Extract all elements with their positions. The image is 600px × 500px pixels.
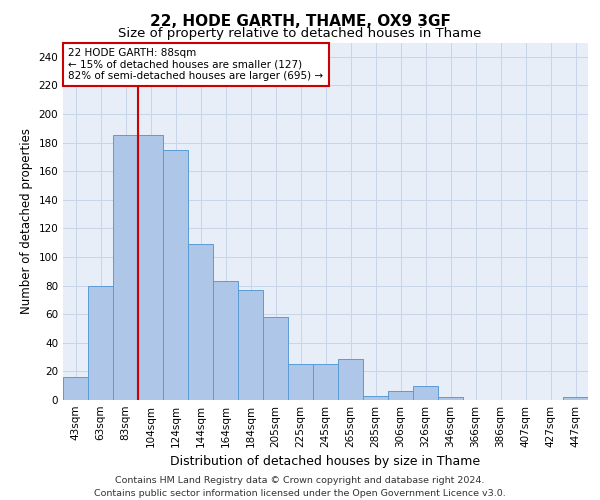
- Bar: [413, 386, 438, 400]
- Bar: [313, 364, 338, 400]
- Bar: [113, 136, 138, 400]
- Bar: [263, 317, 288, 400]
- Text: 22, HODE GARTH, THAME, OX9 3GF: 22, HODE GARTH, THAME, OX9 3GF: [149, 14, 451, 29]
- Text: 22 HODE GARTH: 88sqm
← 15% of detached houses are smaller (127)
82% of semi-deta: 22 HODE GARTH: 88sqm ← 15% of detached h…: [68, 48, 323, 81]
- Bar: [438, 397, 463, 400]
- Text: Contains HM Land Registry data © Crown copyright and database right 2024.
Contai: Contains HM Land Registry data © Crown c…: [94, 476, 506, 498]
- X-axis label: Distribution of detached houses by size in Thame: Distribution of detached houses by size …: [170, 456, 481, 468]
- Bar: [288, 364, 313, 400]
- Bar: [163, 150, 188, 400]
- Bar: [388, 392, 413, 400]
- Bar: [63, 377, 88, 400]
- Bar: [138, 136, 163, 400]
- Bar: [213, 282, 238, 400]
- Bar: [338, 358, 363, 400]
- Text: Size of property relative to detached houses in Thame: Size of property relative to detached ho…: [118, 28, 482, 40]
- Y-axis label: Number of detached properties: Number of detached properties: [20, 128, 33, 314]
- Bar: [238, 290, 263, 400]
- Bar: [188, 244, 213, 400]
- Bar: [363, 396, 388, 400]
- Bar: [563, 397, 588, 400]
- Bar: [88, 286, 113, 400]
